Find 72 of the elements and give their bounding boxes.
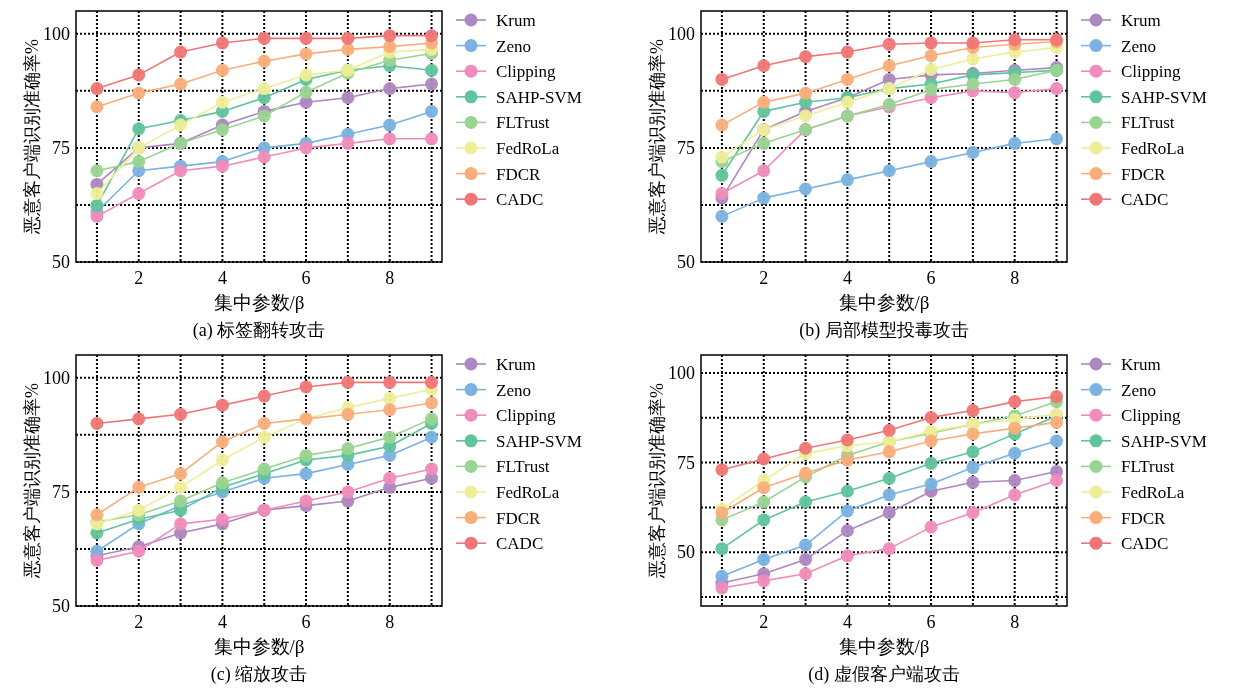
legend-label: FLTrust <box>496 457 550 477</box>
y-tick-label: 50 <box>52 596 70 616</box>
legend-label: Clipping <box>496 62 557 82</box>
x-tick-label: 6 <box>926 612 936 632</box>
legend-label: Zeno <box>496 36 531 56</box>
y-axis-title: 恶意客户端识别准确率% <box>22 383 42 579</box>
legend-label: Clipping <box>496 406 557 426</box>
y-axis-title: 恶意客户端识别准确率% <box>22 39 42 235</box>
legend-label: CADC <box>1121 534 1169 554</box>
y-tick-label: 75 <box>677 452 695 473</box>
x-tick-label: 4 <box>217 612 227 632</box>
x-tick-label: 6 <box>301 268 311 288</box>
legend-label: FLTrust <box>1121 113 1175 133</box>
x-tick-label: 2 <box>759 268 769 288</box>
x-tick-label: 8 <box>1010 612 1020 632</box>
y-axis-title: 恶意客户端识别准确率% <box>647 39 667 235</box>
legend-label: Krum <box>1121 355 1161 374</box>
legend-label: Zeno <box>496 380 531 400</box>
x-tick-label: 2 <box>134 268 144 288</box>
legend-label: SAHP-SVM <box>1121 87 1207 107</box>
legend-label: Zeno <box>1121 36 1156 56</box>
legend-label: Krum <box>1121 11 1161 30</box>
legend-label: FedRoLa <box>1121 483 1185 502</box>
x-tick-label: 4 <box>217 268 227 288</box>
x-tick-label: 8 <box>1010 268 1020 288</box>
legend-label: FedRoLa <box>496 139 560 158</box>
x-tick-label: 2 <box>134 612 144 632</box>
x-tick-label: 8 <box>385 268 395 288</box>
x-axis-title: 集中参数/β <box>213 292 305 313</box>
y-tick-label: 50 <box>52 252 70 272</box>
legend-label: CADC <box>496 190 544 210</box>
y-tick-label: 100 <box>668 362 695 383</box>
legend-label: SAHP-SVM <box>1121 431 1207 451</box>
text: (c) 缩放攻击 <box>210 664 308 685</box>
y-axis-title: 恶意客户端识别准确率% <box>647 383 667 579</box>
legend-label: FDCR <box>1121 508 1167 528</box>
y-tick-label: 75 <box>677 137 695 158</box>
y-tick-label: 100 <box>43 367 70 388</box>
legend-label: Krum <box>496 355 536 374</box>
x-axis-title: 集中参数/β <box>213 636 305 657</box>
legend-label: FedRoLa <box>496 483 560 502</box>
x-axis-title: 集中参数/β <box>838 636 930 657</box>
x-tick-label: 4 <box>842 268 852 288</box>
legend-label: Clipping <box>1121 406 1182 426</box>
x-tick-label: 6 <box>301 612 311 632</box>
legend-label: FDCR <box>496 164 542 184</box>
y-tick-label: 75 <box>52 137 70 158</box>
legend-label: FLTrust <box>496 113 550 133</box>
x-tick-label: 4 <box>842 612 852 632</box>
legend-label: Clipping <box>1121 62 1182 82</box>
legend-label: FDCR <box>496 508 542 528</box>
legend-label: SAHP-SVM <box>496 431 582 451</box>
text: (b) 局部模型投毒攻击 <box>799 320 969 341</box>
y-tick-label: 100 <box>43 23 70 44</box>
x-tick-label: 2 <box>759 612 769 632</box>
legend-label: SAHP-SVM <box>496 87 582 107</box>
legend-label: Zeno <box>1121 380 1156 400</box>
legend-label: FDCR <box>1121 164 1167 184</box>
legend-label: FLTrust <box>1121 457 1175 477</box>
legend-label: CADC <box>496 534 544 554</box>
text: (a) 标签翻转攻击 <box>192 320 326 341</box>
y-tick-label: 50 <box>677 252 695 272</box>
legend-label: FedRoLa <box>1121 139 1185 158</box>
y-tick-label: 100 <box>668 23 695 44</box>
y-tick-label: 50 <box>677 542 695 563</box>
legend-label: CADC <box>1121 190 1169 210</box>
y-tick-label: 75 <box>52 481 70 502</box>
text: (d) 虚假客户端攻击 <box>808 664 960 685</box>
x-tick-label: 8 <box>385 612 395 632</box>
x-tick-label: 6 <box>926 268 936 288</box>
legend-label: Krum <box>496 11 536 30</box>
x-axis-title: 集中参数/β <box>838 292 930 313</box>
